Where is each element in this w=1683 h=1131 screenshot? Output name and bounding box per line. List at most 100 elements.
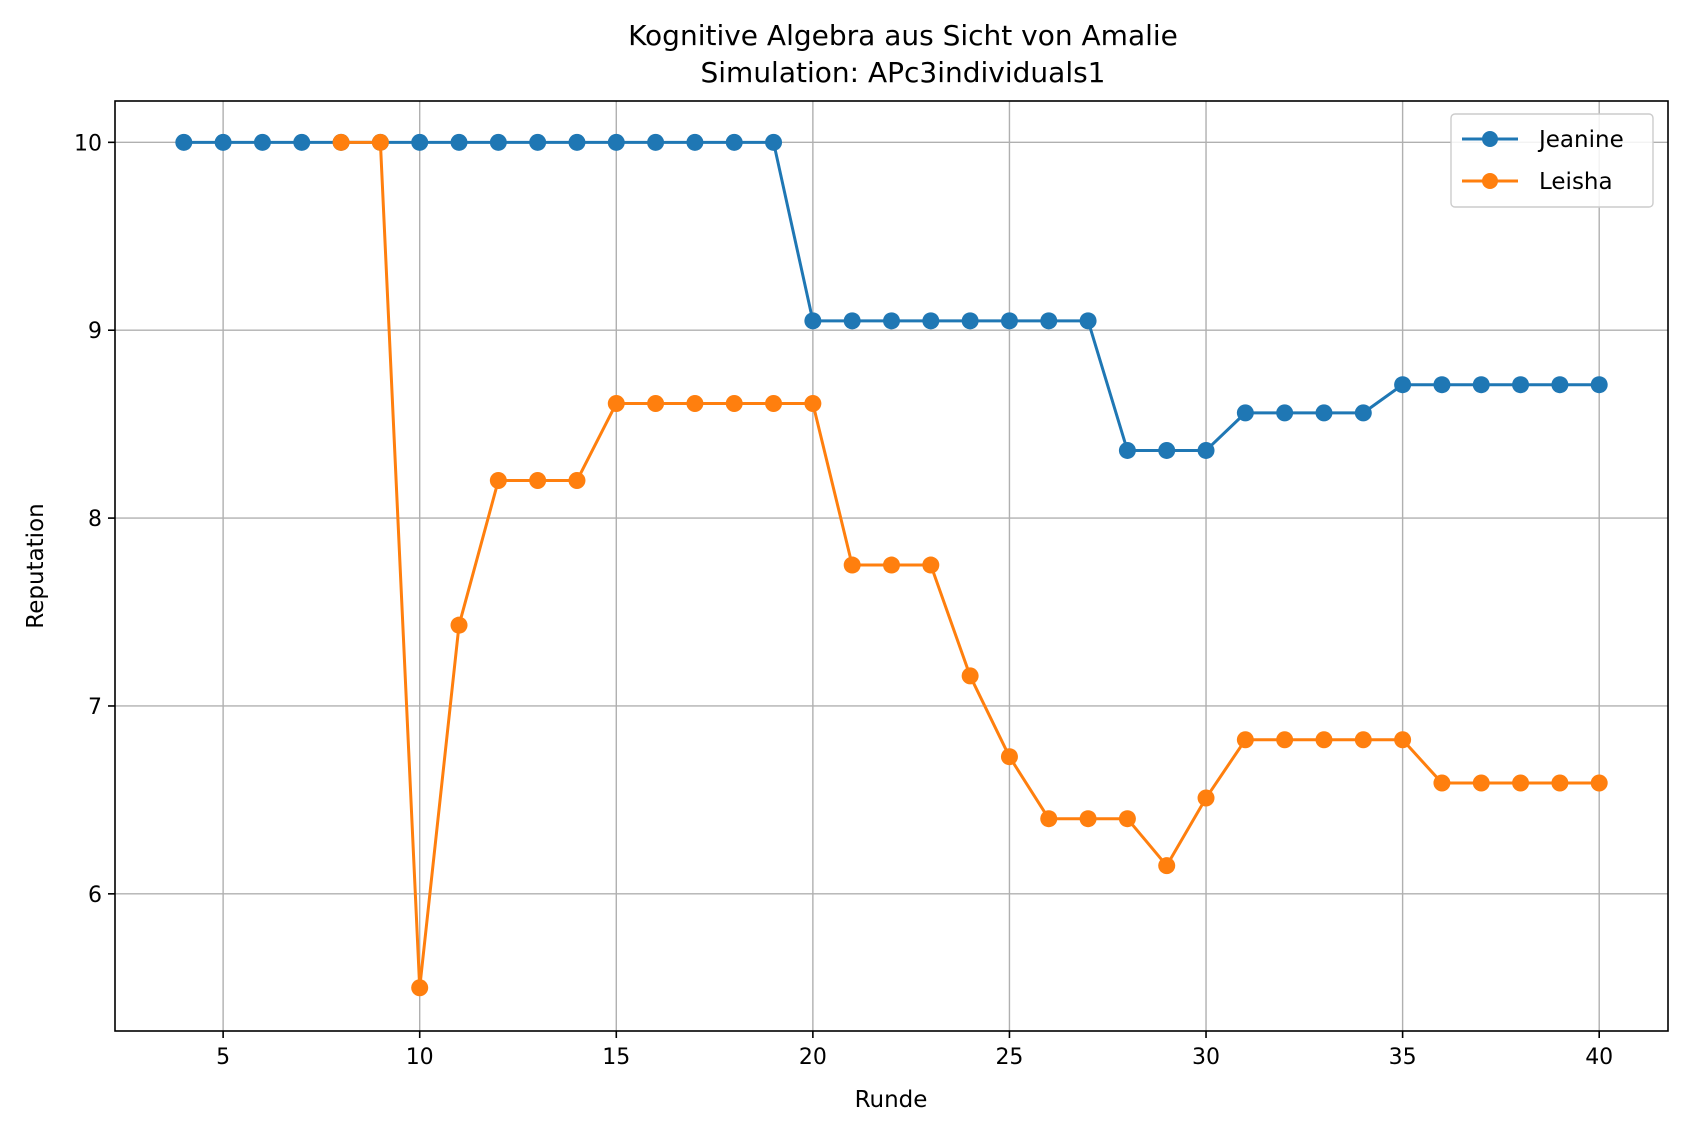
data-point-jeanine: [293, 133, 311, 151]
data-point-jeanine: [1197, 441, 1215, 459]
x-tick-label: 40: [1585, 1045, 1613, 1070]
y-tick-label: 9: [88, 319, 102, 344]
data-point-jeanine: [1276, 404, 1294, 422]
data-point-leisha: [1236, 731, 1254, 749]
x-tick-label: 20: [799, 1045, 827, 1070]
data-point-jeanine: [607, 133, 625, 151]
data-point-leisha: [1079, 810, 1097, 828]
data-point-leisha: [765, 394, 783, 412]
data-point-leisha: [411, 979, 429, 997]
data-point-leisha: [1433, 774, 1451, 792]
data-point-leisha: [371, 133, 389, 151]
chart-subtitle: Simulation: APc3individuals1: [700, 56, 1105, 89]
data-point-jeanine: [961, 312, 979, 330]
data-point-jeanine: [686, 133, 704, 151]
data-point-jeanine: [1512, 376, 1530, 394]
data-point-jeanine: [411, 133, 429, 151]
data-point-leisha: [332, 133, 350, 151]
data-point-jeanine: [214, 133, 232, 151]
x-tick-label: 10: [406, 1045, 434, 1070]
legend-label-jeanine: Jeanine: [1537, 127, 1624, 153]
data-point-leisha: [1000, 748, 1018, 766]
data-point-leisha: [607, 394, 625, 412]
series-jeanine: [175, 133, 1608, 459]
data-point-jeanine: [843, 312, 861, 330]
x-axis-label: Runde: [855, 1087, 928, 1113]
data-point-leisha: [1158, 857, 1176, 875]
data-point-leisha: [725, 394, 743, 412]
data-point-jeanine: [253, 133, 271, 151]
data-point-jeanine: [1433, 376, 1451, 394]
y-tick-label: 10: [74, 131, 102, 156]
data-point-jeanine: [1315, 404, 1333, 422]
data-point-jeanine: [529, 133, 547, 151]
data-point-leisha: [1394, 731, 1412, 749]
data-point-jeanine: [1551, 376, 1569, 394]
data-point-jeanine: [568, 133, 586, 151]
data-point-leisha: [1590, 774, 1608, 792]
chart-title: Kognitive Algebra aus Sicht von Amalie: [628, 19, 1178, 52]
data-point-leisha: [489, 472, 507, 490]
data-point-leisha: [922, 556, 940, 574]
data-point-jeanine: [883, 312, 900, 330]
data-point-jeanine: [1118, 441, 1136, 459]
plot-series: [175, 133, 1608, 997]
legend-box: [1450, 113, 1654, 208]
legend-marker-leisha: [1482, 173, 1498, 189]
x-tick-label: 25: [995, 1045, 1023, 1070]
data-point-leisha: [1118, 810, 1136, 828]
data-point-jeanine: [1394, 376, 1412, 394]
data-point-jeanine: [804, 312, 822, 330]
data-point-leisha: [961, 667, 979, 685]
data-point-jeanine: [1236, 404, 1254, 422]
data-point-leisha: [529, 472, 547, 490]
data-point-jeanine: [725, 133, 743, 151]
legend-marker-jeanine: [1482, 131, 1498, 147]
data-point-jeanine: [175, 133, 193, 151]
plot-frame: [114, 100, 1669, 1032]
data-point-leisha: [883, 556, 900, 574]
data-point-leisha: [843, 556, 861, 574]
data-point-jeanine: [489, 133, 507, 151]
data-point-jeanine: [1158, 441, 1176, 459]
data-point-jeanine: [450, 133, 468, 151]
data-point-leisha: [1472, 774, 1490, 792]
y-tick-label: 6: [88, 883, 102, 908]
x-tick-label: 5: [216, 1045, 230, 1070]
data-point-leisha: [804, 394, 822, 412]
data-point-jeanine: [1590, 376, 1608, 394]
data-point-jeanine: [1000, 312, 1018, 330]
axis-ticks: 5 10 15 20 25 30 35 40 6 7 8 9 10: [74, 131, 1613, 1070]
data-point-leisha: [1551, 774, 1569, 792]
legend: Jeanine Leisha: [1450, 113, 1654, 208]
series-line-leisha: [341, 140, 1600, 990]
data-point-jeanine: [765, 133, 783, 151]
data-point-jeanine: [1040, 312, 1058, 330]
data-point-leisha: [647, 394, 665, 412]
data-point-jeanine: [1354, 404, 1372, 422]
data-point-jeanine: [1472, 376, 1490, 394]
data-point-leisha: [1040, 810, 1058, 828]
series-leisha: [332, 133, 1608, 997]
x-tick-label: 35: [1389, 1045, 1417, 1070]
y-tick-label: 7: [88, 695, 102, 720]
data-point-leisha: [1315, 731, 1333, 749]
data-point-leisha: [1512, 774, 1530, 792]
series-line-jeanine: [183, 140, 1600, 452]
x-tick-label: 15: [602, 1045, 630, 1070]
data-point-leisha: [450, 616, 468, 634]
data-point-jeanine: [647, 133, 665, 151]
data-point-leisha: [686, 394, 704, 412]
data-point-leisha: [1354, 731, 1372, 749]
y-tick-label: 8: [88, 507, 102, 532]
data-point-jeanine: [922, 312, 940, 330]
data-point-leisha: [1197, 789, 1215, 807]
x-tick-label: 30: [1192, 1045, 1220, 1070]
y-axis-label: Reputation: [23, 503, 49, 628]
grid-lines: [115, 101, 1668, 1031]
data-point-jeanine: [1079, 312, 1097, 330]
data-point-leisha: [568, 472, 586, 490]
data-point-leisha: [1276, 731, 1294, 749]
legend-label-leisha: Leisha: [1539, 169, 1613, 195]
